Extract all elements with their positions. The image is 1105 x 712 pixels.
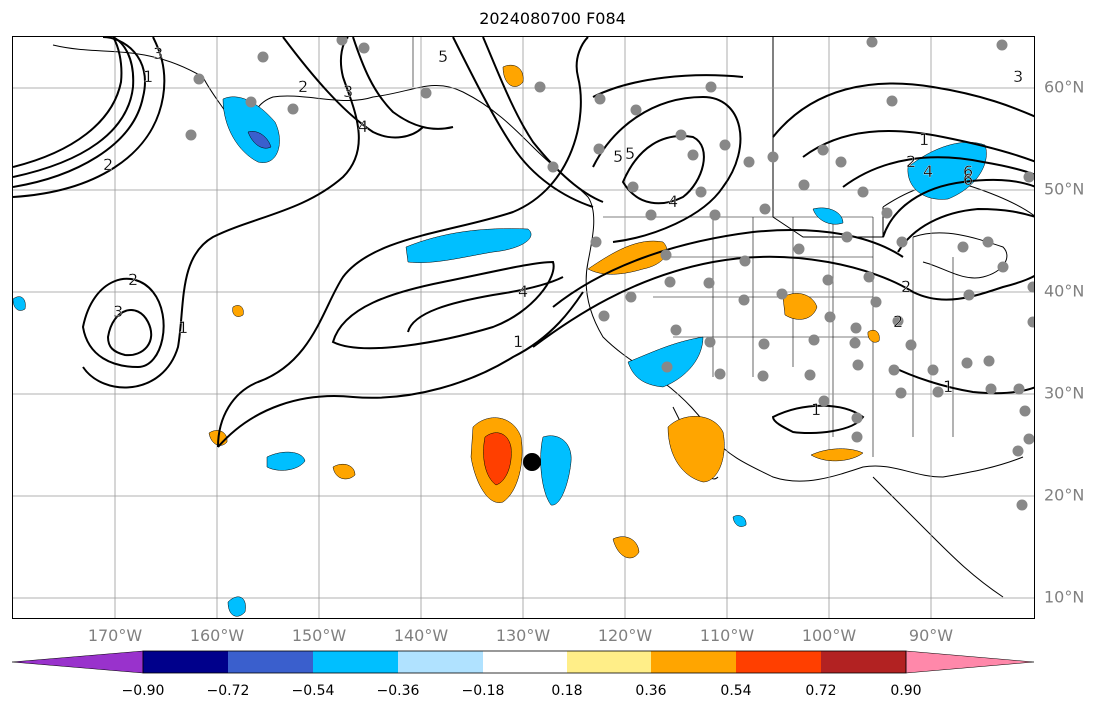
contour-label: 3 — [113, 302, 123, 321]
shaded-areas — [13, 64, 987, 617]
contour-label: 4 — [668, 192, 678, 211]
orange-shade-small-2 — [502, 64, 524, 87]
lon-label: 170°W — [87, 626, 143, 645]
contour-label: 1 — [943, 377, 953, 396]
darkblue-shade-alaska — [247, 131, 272, 149]
contour-label: 4 — [358, 117, 368, 136]
colorbar-tick-label: −0.54 — [291, 683, 335, 699]
lon-label: 130°W — [495, 626, 551, 645]
map-title: 2024080700 F084 — [479, 9, 626, 28]
lat-label: 60°N — [1044, 77, 1085, 97]
contour-label: 3 — [343, 82, 353, 101]
black-dot-marker — [523, 453, 541, 471]
orange-shade-hawaii-east — [332, 464, 356, 480]
orange-shade-oregon — [587, 240, 668, 275]
colorbar-segment — [398, 651, 483, 673]
colorbar-segment — [143, 651, 228, 673]
contour-label: 1 — [513, 332, 523, 351]
lon-label: 160°W — [189, 626, 245, 645]
blue-shade-pacific-band — [405, 228, 532, 263]
contour-label: 1 — [143, 67, 153, 86]
orange-shade-nevada — [782, 293, 818, 320]
contour-label: 3 — [1013, 67, 1023, 86]
lat-label: 50°N — [1044, 179, 1085, 199]
red-shade-central-pacific — [483, 432, 512, 486]
contour-label: 2 — [906, 152, 916, 171]
contour-label: 2 — [103, 155, 113, 174]
colorbar-segment — [12, 650, 144, 674]
orange-shade-mexico-gulf — [810, 448, 864, 462]
colorbar-tick-label: 0.54 — [720, 683, 752, 699]
contour-label: 5 — [438, 47, 448, 66]
colorbar-segment — [905, 650, 1035, 674]
contour-label: 6 — [963, 170, 973, 189]
contour-labels: 2 1 3 2 1 4 1 5 4 3 2 1 2 4 6 5 4 3 2 1 … — [103, 44, 1023, 419]
colorbar-tick-label: 0.72 — [805, 683, 837, 699]
contour-label: 2 — [901, 277, 911, 296]
colorbar-tick-label: −0.72 — [206, 683, 250, 699]
orange-shade-south-pacific — [612, 536, 640, 559]
colorbar-segment — [821, 651, 906, 673]
contour-label: 5 — [625, 144, 635, 163]
contour-label: 1 — [811, 400, 821, 419]
contour-label: 4 — [923, 162, 933, 181]
lon-label: 150°W — [291, 626, 347, 645]
political-borders — [412, 37, 954, 457]
contour-label: 2 — [298, 77, 308, 96]
contour-lines — [13, 37, 1034, 448]
blue-shade-great-lakes — [907, 142, 987, 200]
orange-shade-baja — [667, 416, 725, 483]
colorbar — [12, 650, 1035, 674]
contour-label: 2 — [128, 270, 138, 289]
lon-label: 110°W — [699, 626, 755, 645]
lon-label: 120°W — [597, 626, 653, 645]
colorbar-tick-label: −0.36 — [376, 683, 420, 699]
blue-shade-near-dot — [540, 435, 572, 506]
colorbar-segment — [313, 651, 398, 673]
blue-shade-hawaii — [266, 451, 306, 471]
lat-label: 10°N — [1044, 587, 1085, 607]
orange-shade-small-3 — [867, 329, 880, 343]
colorbar-segment — [228, 651, 313, 673]
contour-label: 1 — [919, 130, 929, 149]
colorbar-tick-label: 0.36 — [635, 683, 667, 699]
blue-shade-small-4 — [13, 296, 26, 311]
coastlines — [52, 37, 1034, 598]
lat-label: 20°N — [1044, 485, 1085, 505]
lon-label: 100°W — [801, 626, 857, 645]
colorbar-segment — [567, 651, 651, 673]
graticule — [13, 37, 1034, 618]
blue-shade-small-3 — [227, 596, 246, 617]
blue-shade-small-1 — [732, 515, 747, 527]
contour-label: 4 — [518, 282, 528, 301]
contour-label: 3 — [153, 44, 163, 63]
orange-shade-small-1 — [232, 305, 244, 317]
station-dots — [185, 37, 1034, 511]
contour-label: 6 — [963, 162, 973, 181]
blue-shade-small-2 — [812, 207, 844, 225]
colorbar-tick-label: 0.90 — [890, 683, 922, 699]
colorbar-segment — [651, 651, 736, 673]
lon-label: 90°W — [908, 626, 954, 645]
lat-label: 30°N — [1044, 383, 1085, 403]
contour-label: 5 — [613, 147, 623, 166]
contour-label: 2 — [893, 312, 903, 331]
contour-label: 1 — [178, 318, 188, 337]
map-plot-area[interactable]: 2 1 3 2 1 4 1 5 4 3 2 1 2 4 6 5 4 3 2 1 … — [12, 36, 1035, 619]
colorbar-tick-label: 0.18 — [551, 683, 583, 699]
lon-label: 140°W — [393, 626, 449, 645]
colorbar-tick-label: −0.90 — [121, 683, 165, 699]
colorbar-segment — [483, 651, 567, 673]
lat-label: 40°N — [1044, 281, 1085, 301]
colorbar-tick-label: −0.18 — [461, 683, 505, 699]
colorbar-segment — [736, 651, 821, 673]
